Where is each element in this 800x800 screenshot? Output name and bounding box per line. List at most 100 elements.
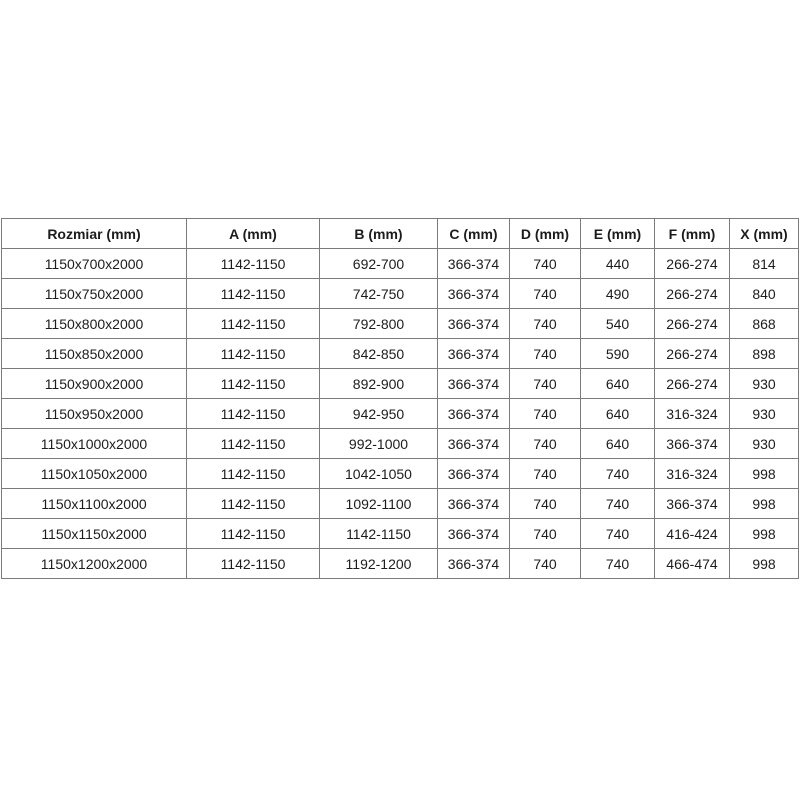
cell-f: 266-274 bbox=[654, 368, 730, 399]
cell-a: 1142-1150 bbox=[186, 398, 320, 429]
cell-b: 1142-1150 bbox=[319, 518, 438, 549]
cell-f: 316-324 bbox=[654, 458, 730, 489]
table-row: 1150x1000x2000 1142-1150 992-1000 366-37… bbox=[1, 428, 799, 459]
cell-d: 740 bbox=[509, 518, 581, 549]
cell-b: 992-1000 bbox=[319, 428, 438, 459]
cell-e: 540 bbox=[580, 308, 655, 339]
cell-b: 842-850 bbox=[319, 338, 438, 369]
cell-x: 840 bbox=[729, 278, 799, 309]
cell-f: 266-274 bbox=[654, 248, 730, 279]
cell-e: 640 bbox=[580, 368, 655, 399]
col-header-b: B (mm) bbox=[319, 218, 438, 249]
cell-e: 740 bbox=[580, 518, 655, 549]
cell-b: 1092-1100 bbox=[319, 488, 438, 519]
cell-f: 366-374 bbox=[654, 428, 730, 459]
cell-e: 590 bbox=[580, 338, 655, 369]
cell-a: 1142-1150 bbox=[186, 548, 320, 579]
cell-b: 692-700 bbox=[319, 248, 438, 279]
cell-a: 1142-1150 bbox=[186, 428, 320, 459]
cell-rozmiar: 1150x700x2000 bbox=[1, 248, 187, 279]
cell-f: 266-274 bbox=[654, 338, 730, 369]
cell-a: 1142-1150 bbox=[186, 488, 320, 519]
cell-c: 366-374 bbox=[437, 398, 510, 429]
cell-rozmiar: 1150x1000x2000 bbox=[1, 428, 187, 459]
col-header-x: X (mm) bbox=[729, 218, 799, 249]
cell-a: 1142-1150 bbox=[186, 338, 320, 369]
cell-a: 1142-1150 bbox=[186, 278, 320, 309]
cell-e: 740 bbox=[580, 458, 655, 489]
cell-c: 366-374 bbox=[437, 548, 510, 579]
table-row: 1150x1100x2000 1142-1150 1092-1100 366-3… bbox=[1, 488, 799, 519]
cell-x: 998 bbox=[729, 518, 799, 549]
cell-a: 1142-1150 bbox=[186, 308, 320, 339]
cell-e: 640 bbox=[580, 398, 655, 429]
cell-b: 1192-1200 bbox=[319, 548, 438, 579]
col-header-f: F (mm) bbox=[654, 218, 730, 249]
table-row: 1150x1050x2000 1142-1150 1042-1050 366-3… bbox=[1, 458, 799, 489]
cell-c: 366-374 bbox=[437, 518, 510, 549]
cell-x: 930 bbox=[729, 428, 799, 459]
cell-x: 930 bbox=[729, 398, 799, 429]
cell-d: 740 bbox=[509, 398, 581, 429]
table-row: 1150x850x2000 1142-1150 842-850 366-374 … bbox=[1, 338, 799, 369]
col-header-e: E (mm) bbox=[580, 218, 655, 249]
cell-x: 814 bbox=[729, 248, 799, 279]
cell-rozmiar: 1150x1150x2000 bbox=[1, 518, 187, 549]
cell-f: 466-474 bbox=[654, 548, 730, 579]
cell-e: 490 bbox=[580, 278, 655, 309]
cell-a: 1142-1150 bbox=[186, 458, 320, 489]
cell-d: 740 bbox=[509, 488, 581, 519]
cell-rozmiar: 1150x1050x2000 bbox=[1, 458, 187, 489]
table-row: 1150x750x2000 1142-1150 742-750 366-374 … bbox=[1, 278, 799, 309]
cell-x: 868 bbox=[729, 308, 799, 339]
cell-rozmiar: 1150x1200x2000 bbox=[1, 548, 187, 579]
table-row: 1150x1150x2000 1142-1150 1142-1150 366-3… bbox=[1, 518, 799, 549]
cell-rozmiar: 1150x900x2000 bbox=[1, 368, 187, 399]
cell-a: 1142-1150 bbox=[186, 368, 320, 399]
cell-rozmiar: 1150x750x2000 bbox=[1, 278, 187, 309]
cell-d: 740 bbox=[509, 368, 581, 399]
cell-x: 930 bbox=[729, 368, 799, 399]
cell-c: 366-374 bbox=[437, 308, 510, 339]
cell-c: 366-374 bbox=[437, 278, 510, 309]
col-header-d: D (mm) bbox=[509, 218, 581, 249]
cell-c: 366-374 bbox=[437, 338, 510, 369]
cell-d: 740 bbox=[509, 428, 581, 459]
cell-f: 266-274 bbox=[654, 308, 730, 339]
table-row: 1150x950x2000 1142-1150 942-950 366-374 … bbox=[1, 398, 799, 429]
cell-e: 640 bbox=[580, 428, 655, 459]
cell-c: 366-374 bbox=[437, 368, 510, 399]
table-row: 1150x800x2000 1142-1150 792-800 366-374 … bbox=[1, 308, 799, 339]
cell-d: 740 bbox=[509, 458, 581, 489]
cell-d: 740 bbox=[509, 548, 581, 579]
cell-f: 416-424 bbox=[654, 518, 730, 549]
cell-d: 740 bbox=[509, 308, 581, 339]
cell-c: 366-374 bbox=[437, 488, 510, 519]
cell-x: 998 bbox=[729, 548, 799, 579]
cell-f: 366-374 bbox=[654, 488, 730, 519]
cell-e: 740 bbox=[580, 548, 655, 579]
cell-d: 740 bbox=[509, 248, 581, 279]
cell-d: 740 bbox=[509, 278, 581, 309]
col-header-rozmiar: Rozmiar (mm) bbox=[1, 218, 187, 249]
table-row: 1150x1200x2000 1142-1150 1192-1200 366-3… bbox=[1, 548, 799, 579]
dimensions-table: Rozmiar (mm) A (mm) B (mm) C (mm) D (mm)… bbox=[1, 218, 799, 579]
header-row: Rozmiar (mm) A (mm) B (mm) C (mm) D (mm)… bbox=[1, 218, 799, 249]
cell-c: 366-374 bbox=[437, 458, 510, 489]
cell-b: 892-900 bbox=[319, 368, 438, 399]
cell-a: 1142-1150 bbox=[186, 248, 320, 279]
cell-a: 1142-1150 bbox=[186, 518, 320, 549]
cell-e: 740 bbox=[580, 488, 655, 519]
cell-rozmiar: 1150x800x2000 bbox=[1, 308, 187, 339]
cell-f: 266-274 bbox=[654, 278, 730, 309]
cell-rozmiar: 1150x950x2000 bbox=[1, 398, 187, 429]
col-header-c: C (mm) bbox=[437, 218, 510, 249]
table-row: 1150x900x2000 1142-1150 892-900 366-374 … bbox=[1, 368, 799, 399]
cell-b: 1042-1050 bbox=[319, 458, 438, 489]
table-row: 1150x700x2000 1142-1150 692-700 366-374 … bbox=[1, 248, 799, 279]
cell-e: 440 bbox=[580, 248, 655, 279]
cell-b: 942-950 bbox=[319, 398, 438, 429]
cell-f: 316-324 bbox=[654, 398, 730, 429]
cell-d: 740 bbox=[509, 338, 581, 369]
